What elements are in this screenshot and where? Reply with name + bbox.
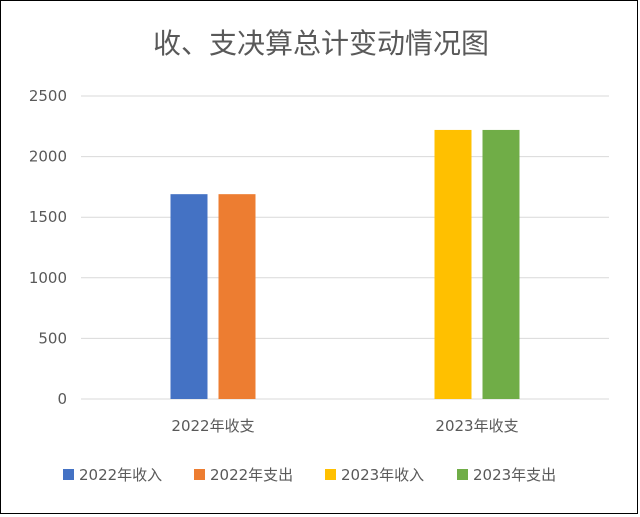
y-tick-label: 1000 [29,269,67,287]
bar [434,129,472,399]
y-tick-label: 2000 [29,148,67,166]
y-tick-label: 2500 [29,87,67,105]
bars [170,129,520,399]
legend-label: 2023年支出 [473,466,556,484]
legend-swatch [457,469,468,480]
y-tick-label: 1500 [29,208,67,226]
legend-label: 2023年收入 [341,466,424,484]
chart-title: 收、支决算总计变动情况图 [153,27,489,60]
legend-label: 2022年收入 [79,466,162,484]
legend: 2022年收入 2022年支出 2023年收入 2023年支出 [63,466,556,484]
y-tick-label: 500 [38,329,67,347]
legend-swatch [63,469,74,480]
legend-label: 2022年支出 [210,466,293,484]
x-category-label: 2023年收支 [435,417,518,435]
bar [170,194,208,399]
bar [482,129,520,399]
bar [218,194,256,399]
gridlines [81,95,609,400]
x-category-label: 2022年收支 [171,417,254,435]
legend-swatch [194,469,205,480]
y-tick-label: 0 [57,390,67,408]
y-axis-ticks: 0 500 1000 1500 2000 2500 [29,87,67,408]
x-axis-categories: 2022年收支 2023年收支 [171,417,518,435]
legend-swatch [325,469,336,480]
